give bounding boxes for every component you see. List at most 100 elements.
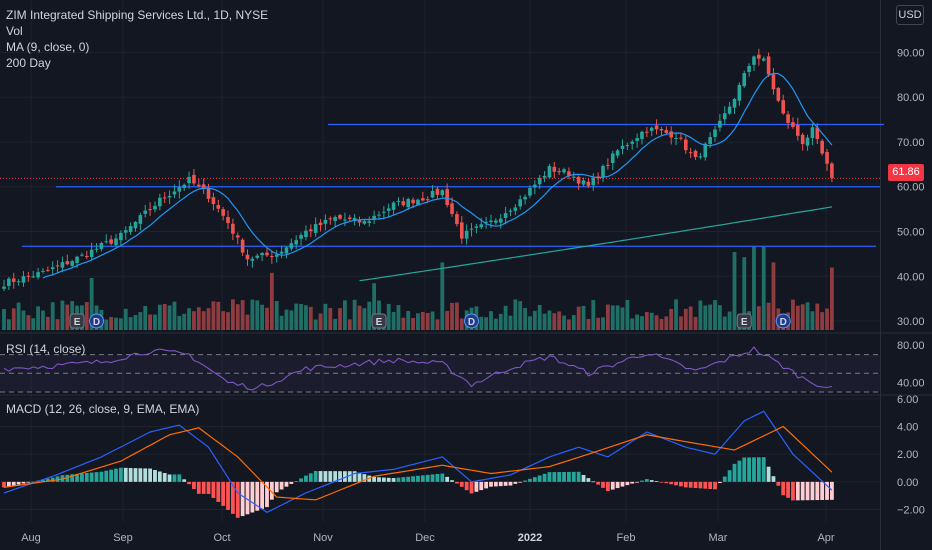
macd-hist-81 <box>396 477 401 482</box>
macd-legend[interactable]: MACD (12, 26, close, 9, EMA, EMA) <box>6 401 199 417</box>
marker-label: D <box>780 317 787 328</box>
macd-hist-134 <box>654 481 659 482</box>
macd-hist-72 <box>352 471 357 482</box>
candle-body-87 <box>425 199 430 201</box>
macd-hist-106 <box>518 481 523 483</box>
legend-200day[interactable]: 200 Day <box>6 56 51 70</box>
candle-body-74 <box>362 221 367 224</box>
candle-body-165 <box>805 137 810 146</box>
macd-hist-32 <box>157 471 162 482</box>
candle-body-86 <box>421 198 425 201</box>
macd-hist-55 <box>269 481 274 500</box>
volume-bar-76 <box>372 283 377 330</box>
earnings-marker-0[interactable]: E <box>69 313 85 329</box>
candle-body-76 <box>372 215 376 220</box>
volume-bar-113 <box>552 313 557 330</box>
macd-hist-116 <box>567 471 571 482</box>
candle-body-26 <box>128 225 133 233</box>
earnings-marker-4[interactable]: E <box>736 313 752 329</box>
candle-body-143 <box>698 156 703 158</box>
macd-hist-0 <box>2 481 6 488</box>
earnings-marker-2[interactable]: E <box>371 313 387 329</box>
rsi-legend[interactable]: RSI (14, close) <box>6 341 85 357</box>
candle-body-78 <box>382 211 386 213</box>
volume-bar-18 <box>89 278 94 330</box>
candle-body-137 <box>669 131 673 138</box>
candle-body-9 <box>46 270 50 272</box>
candle-body-27 <box>133 221 138 229</box>
volume-bar-91 <box>445 310 450 330</box>
volume-bar-90 <box>440 262 445 330</box>
candle-body-32 <box>158 197 162 207</box>
macd-hist-167 <box>815 481 820 501</box>
candle-body-55 <box>270 256 274 258</box>
main-legend[interactable]: ZIM Integrated Shipping Services Ltd., 1… <box>6 7 268 71</box>
candle-body-57 <box>279 251 284 254</box>
legend-ma[interactable]: MA (9, close, 0) <box>6 40 90 54</box>
volume-bar-94 <box>459 318 464 330</box>
macd-hist-30 <box>148 468 152 482</box>
candle-body-1 <box>7 278 11 286</box>
macd-hist-49 <box>240 481 245 517</box>
macd-hist-156 <box>761 457 766 482</box>
macd-hist-74 <box>362 474 367 482</box>
macd-hist-111 <box>542 473 547 482</box>
date-tick-5: 2022 <box>518 532 542 544</box>
candle-body-67 <box>328 218 333 220</box>
candle-body-8 <box>41 270 45 272</box>
candle-body-116 <box>567 171 571 177</box>
volume-bar-42 <box>206 308 211 330</box>
earnings-icon <box>736 313 752 329</box>
macd-hist-157 <box>766 466 771 482</box>
candle-body-29 <box>143 210 148 214</box>
macd-hist-159 <box>776 481 781 486</box>
dividend-marker-5[interactable]: D <box>775 313 791 329</box>
volume-bar-135 <box>659 318 664 330</box>
volume-bar-22 <box>109 317 114 330</box>
candle-body-49 <box>240 239 245 253</box>
candle-body-63 <box>309 229 313 232</box>
candle-body-83 <box>406 198 411 208</box>
macd-hist-153 <box>747 457 752 482</box>
macd-hist-121 <box>591 481 596 483</box>
candle-body-163 <box>796 124 800 136</box>
macd-hist-33 <box>162 472 167 482</box>
candle-body-61 <box>299 234 303 239</box>
volume-bar-6 <box>31 318 36 330</box>
macd-hist-43 <box>211 481 216 498</box>
volume-bar-138 <box>674 299 678 330</box>
candle-body-157 <box>766 56 771 75</box>
macd-hist-29 <box>143 468 148 482</box>
candle-body-150 <box>732 98 737 108</box>
candle-body-37 <box>182 184 186 188</box>
macd-hist-51 <box>250 481 255 513</box>
volume-bar-139 <box>679 316 683 330</box>
volume-bar-105 <box>513 299 518 330</box>
legend-vol[interactable]: Vol <box>6 24 23 38</box>
candle-body-3 <box>16 281 21 283</box>
macd-hist-40 <box>196 481 201 494</box>
volume-bar-124 <box>605 304 610 330</box>
candle-body-151 <box>737 84 742 101</box>
dividend-marker-1[interactable]: D <box>89 313 105 329</box>
currency-button[interactable]: USD <box>896 5 924 25</box>
volume-bar-127 <box>620 307 625 330</box>
horizontal-levels[interactable] <box>22 123 884 247</box>
macd-hist-158 <box>771 476 776 482</box>
macd-tick-0: 6.00 <box>897 394 918 406</box>
candle-body-120 <box>586 181 591 186</box>
volume-bar-35 <box>172 301 177 330</box>
dividend-marker-3[interactable]: D <box>464 313 480 329</box>
macd-line <box>3 410 833 513</box>
candle-body-135 <box>659 129 664 131</box>
candle-body-130 <box>635 138 639 141</box>
candlesticks <box>2 48 834 291</box>
price-tick-1: 40.00 <box>897 271 925 283</box>
macd-hist-140 <box>683 481 688 488</box>
macd-hist-65 <box>318 471 323 482</box>
macd-hist-128 <box>625 481 630 486</box>
volume-bar-92 <box>450 302 454 330</box>
candle-body-134 <box>654 125 659 130</box>
